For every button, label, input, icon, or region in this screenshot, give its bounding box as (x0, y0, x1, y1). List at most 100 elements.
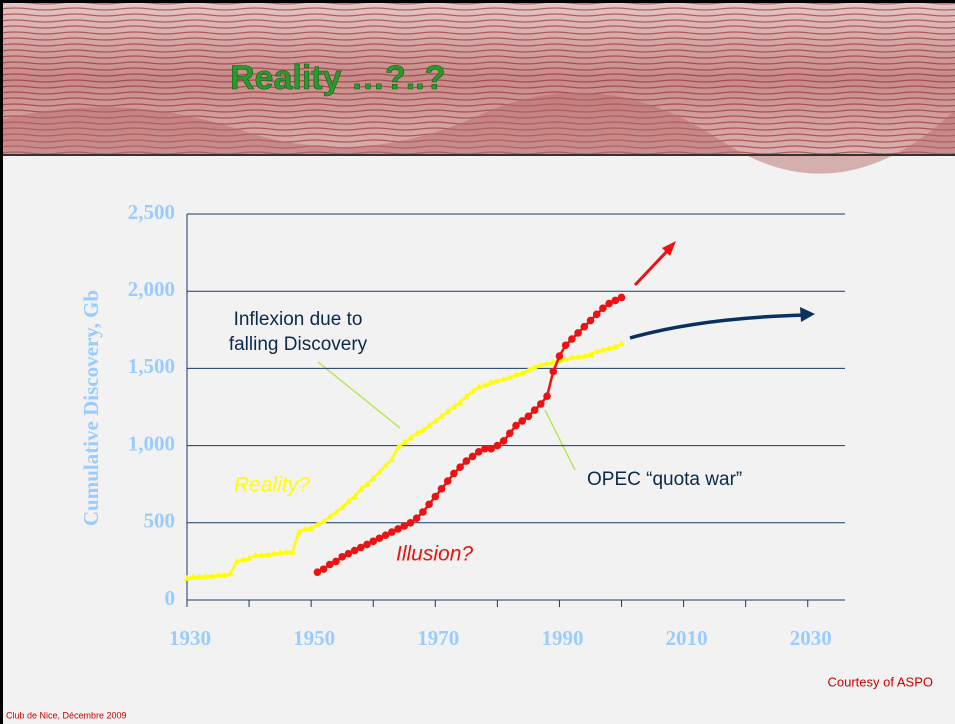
data-point (382, 462, 389, 469)
data-point (202, 572, 209, 579)
data-point (276, 549, 284, 556)
data-point (456, 398, 464, 405)
data-point (425, 500, 433, 509)
plot: 0 500 1,000 1,500 2,000 2,500 1930 1950 1970 1990… (128, 200, 845, 650)
data-point (519, 369, 526, 376)
data-point (531, 363, 538, 370)
annotation: OPEC “quota war” (587, 469, 742, 490)
data-point (196, 573, 203, 580)
data-point (562, 355, 569, 362)
data-point (227, 570, 234, 577)
data-point (462, 457, 471, 465)
data-point (618, 340, 625, 347)
data-point (506, 374, 513, 381)
data-point (301, 525, 309, 532)
data-point (345, 497, 352, 504)
data-point (214, 571, 222, 578)
data-point (350, 546, 359, 555)
data-point (605, 299, 613, 308)
data-point (487, 378, 495, 385)
data-point (543, 392, 551, 400)
data-point (425, 422, 433, 429)
data-point (264, 550, 271, 557)
data-point (270, 550, 278, 557)
data-point (524, 412, 533, 421)
data-point (190, 573, 197, 580)
data-point (487, 444, 495, 453)
data-point (617, 293, 626, 302)
data-point (474, 447, 483, 456)
x-tick-label: 1990 (541, 626, 583, 650)
data-point (592, 310, 601, 319)
data-point (505, 429, 514, 438)
data-point (245, 554, 253, 561)
data-point (611, 296, 620, 305)
data-point (394, 443, 402, 450)
data-point (499, 437, 508, 445)
data-point (438, 412, 445, 419)
data-point (605, 344, 613, 351)
data-point (549, 367, 558, 376)
data-point (443, 477, 452, 485)
data-point (332, 557, 340, 566)
data-point (363, 480, 371, 487)
data-point (612, 343, 619, 350)
y-axis-title: Cumulative Discovery, Gb (79, 290, 103, 526)
y-tick-label: 1,000 (128, 431, 175, 455)
data-point (376, 468, 383, 475)
data-point (233, 557, 240, 564)
annotation: Inflexion due to (234, 309, 363, 330)
data-point (407, 434, 414, 441)
data-point (512, 421, 520, 430)
credit: Courtesy of ASPO (828, 674, 934, 689)
data-point (344, 549, 353, 558)
data-point (599, 346, 607, 353)
x-tick-label: 2030 (790, 626, 832, 650)
data-point (413, 429, 420, 436)
data-point (325, 560, 334, 569)
data-point (307, 524, 315, 531)
trend-arrow-head (662, 241, 676, 256)
trend-arrow-head (800, 307, 815, 322)
data-point (351, 493, 358, 500)
data-point (593, 347, 600, 354)
data-point (319, 565, 328, 573)
callout-line (317, 361, 401, 429)
data-point (537, 400, 545, 408)
y-tick-label: 2,000 (128, 277, 175, 301)
data-point (332, 508, 340, 515)
data-point (444, 408, 451, 415)
data-point (406, 519, 415, 527)
annotation: Illusion? (396, 543, 473, 566)
data-point (357, 485, 365, 492)
data-point (537, 361, 545, 368)
annotation: falling Discovery (229, 334, 368, 355)
x-tick-label: 1950 (293, 626, 335, 650)
data-point (239, 556, 247, 563)
data-point (586, 316, 595, 325)
data-point (581, 352, 588, 359)
data-point (494, 377, 501, 384)
data-point (400, 522, 409, 530)
data-point (450, 403, 458, 410)
data-point (550, 358, 557, 365)
footer: Club de Nice, Décembre 2009 (6, 710, 127, 720)
data-point (375, 534, 384, 543)
data-point (493, 441, 502, 450)
data-point (580, 322, 589, 331)
data-point (419, 426, 427, 433)
data-point (475, 383, 482, 390)
data-point (289, 548, 296, 555)
data-point (512, 371, 520, 378)
data-point (525, 366, 532, 373)
header-texture (0, 92, 955, 174)
data-point (313, 568, 322, 577)
data-point (369, 537, 378, 546)
data-point (555, 352, 564, 360)
data-point (370, 474, 377, 481)
data-point (561, 341, 570, 350)
data-point (258, 551, 265, 558)
data-point (314, 520, 321, 527)
annotation: Reality? (234, 474, 310, 497)
